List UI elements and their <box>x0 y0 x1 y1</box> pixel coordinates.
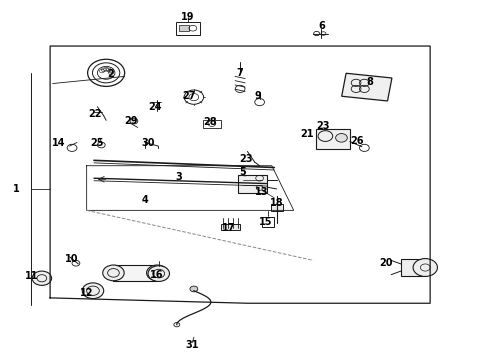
Bar <box>179 25 189 31</box>
Text: 2: 2 <box>108 68 114 78</box>
Text: 3: 3 <box>176 172 183 182</box>
Text: 15: 15 <box>259 217 273 227</box>
Circle shape <box>336 134 347 142</box>
Circle shape <box>147 265 168 281</box>
Bar <box>342 73 392 101</box>
Text: 12: 12 <box>80 288 94 298</box>
Circle shape <box>190 286 198 292</box>
Bar <box>316 129 350 149</box>
Text: 29: 29 <box>124 116 138 126</box>
Text: 28: 28 <box>203 117 217 127</box>
Bar <box>271 203 283 211</box>
Text: 6: 6 <box>318 21 325 31</box>
Circle shape <box>103 265 124 281</box>
Text: 23: 23 <box>240 154 253 163</box>
Text: 9: 9 <box>255 91 262 101</box>
Circle shape <box>32 271 51 285</box>
Text: 27: 27 <box>182 91 196 101</box>
Bar <box>262 217 274 227</box>
Text: 13: 13 <box>255 187 269 197</box>
Text: 23: 23 <box>316 121 330 131</box>
Circle shape <box>148 266 170 282</box>
Text: 7: 7 <box>237 68 244 78</box>
Text: 22: 22 <box>89 109 102 119</box>
Circle shape <box>413 258 438 276</box>
Bar <box>401 258 425 276</box>
Text: 21: 21 <box>300 129 314 139</box>
Text: 4: 4 <box>142 195 148 205</box>
Text: 8: 8 <box>367 77 374 87</box>
Text: 14: 14 <box>52 138 66 148</box>
Bar <box>203 120 220 128</box>
Text: 19: 19 <box>181 13 195 22</box>
Text: 20: 20 <box>380 258 393 268</box>
Bar <box>238 175 267 193</box>
Text: 30: 30 <box>142 138 155 148</box>
Text: 31: 31 <box>186 340 199 350</box>
Text: 25: 25 <box>90 138 103 148</box>
Bar <box>176 22 200 35</box>
Bar <box>220 224 240 230</box>
Text: 18: 18 <box>270 198 284 208</box>
Text: 5: 5 <box>239 167 246 177</box>
Text: 26: 26 <box>350 136 363 147</box>
Text: 16: 16 <box>149 270 163 280</box>
Text: 24: 24 <box>148 102 162 112</box>
Text: 1: 1 <box>13 184 20 194</box>
Circle shape <box>130 118 138 124</box>
Bar <box>114 265 157 281</box>
Text: 17: 17 <box>221 222 235 233</box>
Circle shape <box>82 283 104 298</box>
Text: 10: 10 <box>65 254 79 264</box>
Text: 11: 11 <box>25 271 39 282</box>
